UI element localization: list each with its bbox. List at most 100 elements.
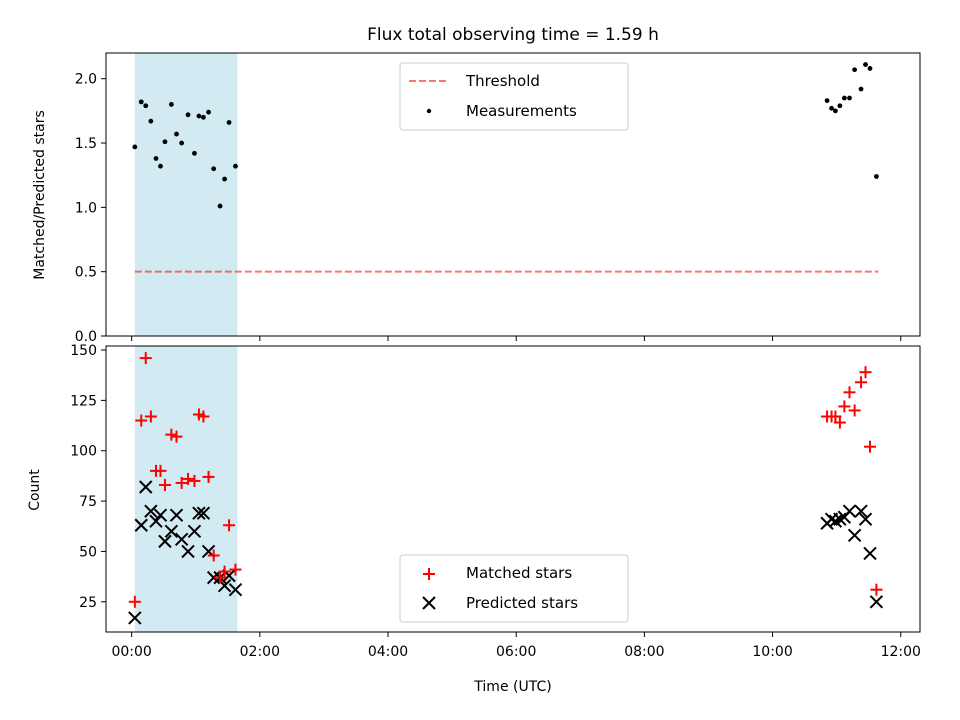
matched-star-point	[128, 595, 141, 608]
predicted-star-point	[174, 532, 189, 547]
bottom-panel: 25 50 75 100 125 150 00:00 02:00 04:00 06:00 08:0…	[27, 343, 921, 695]
x-axis-label: Time (UTC)	[473, 679, 551, 695]
matched-star-point	[139, 352, 152, 365]
predicted-star-point	[847, 528, 862, 543]
measurement-point	[192, 150, 197, 156]
measurement-point	[858, 86, 864, 92]
matched-star-point	[197, 410, 210, 423]
predicted-star-point	[858, 512, 873, 526]
top-legend-box	[399, 62, 629, 131]
matched-star-point	[833, 416, 846, 429]
measurement-point	[824, 98, 830, 103]
predicted-star-point	[153, 508, 168, 522]
top-legend: Threshold Measurements	[399, 62, 629, 131]
bottom-ytick-label: 50	[79, 544, 97, 560]
chart-title: Flux total observing time = 1.59 h	[367, 25, 659, 45]
measurement-point	[158, 163, 163, 169]
matched-star-point	[848, 404, 861, 417]
measurement-point	[222, 176, 227, 182]
matched-star-point	[864, 440, 877, 453]
top-ytick-label: 0.5	[75, 265, 97, 281]
predicted-star-point	[134, 518, 148, 532]
measurement-point	[226, 120, 232, 125]
top-panel: 0.00.51.01.52.0 Matched/Predicted stars …	[32, 52, 921, 345]
matched-star-point	[214, 571, 227, 584]
matched-star-point	[158, 478, 171, 491]
legend-measurements-label: Measurements	[466, 102, 577, 120]
matched-star-point	[165, 428, 178, 441]
matched-star-point	[218, 565, 231, 578]
predicted-star-point	[158, 534, 172, 549]
bottom-legend-box	[399, 554, 629, 623]
predicted-star-point	[206, 570, 221, 585]
bottom-xtick-label: 10:00	[752, 644, 792, 660]
bottom-xtick-label: 04:00	[368, 644, 408, 660]
measurement-point	[168, 102, 174, 107]
bottom-xtick-label: 06:00	[496, 644, 536, 660]
measurement-point	[863, 62, 868, 67]
matched-star-point	[170, 430, 183, 443]
measurement-point	[148, 118, 154, 124]
measurement-point	[867, 66, 873, 71]
legend-matched-swatch	[423, 568, 435, 580]
measurement-point	[847, 95, 852, 101]
bottom-ytick-label: 150	[70, 343, 97, 359]
matched-star-point	[223, 519, 236, 532]
top-ytick-label: 0.0	[75, 329, 97, 345]
measurement-point	[211, 166, 217, 172]
predicted-star-point	[187, 524, 202, 539]
bottom-ylabel: Count	[27, 469, 43, 511]
predicted-star-point	[144, 504, 158, 518]
measurement-point	[201, 114, 206, 120]
predicted-star-point	[828, 514, 843, 528]
predicted-star-point	[863, 546, 877, 561]
matched-star-point	[154, 464, 167, 477]
measurement-point	[217, 203, 223, 209]
top-ylabel: Matched/Predicted stars	[32, 110, 48, 280]
measurement-point	[829, 105, 834, 111]
bottom-ytick-label: 75	[79, 494, 97, 510]
measurement-point	[233, 163, 238, 169]
bottom-xtick-label: 02:00	[240, 644, 280, 660]
matched-star-point	[838, 400, 851, 413]
matched-star-point	[182, 472, 195, 485]
predicted-star-point	[842, 504, 857, 518]
matched-star-point	[135, 414, 148, 427]
legend-predicted-swatch	[422, 596, 436, 610]
predicted-star-point	[869, 595, 884, 609]
predicted-star-point	[228, 582, 243, 597]
matched-star-point	[175, 476, 188, 489]
predicted-star-point	[128, 611, 142, 625]
matched-star-point	[207, 549, 220, 562]
top-ytick-label: 1.0	[75, 200, 97, 216]
measurement-point	[185, 112, 191, 118]
measurement-point	[174, 131, 179, 137]
measurement-point	[179, 140, 185, 146]
predicted-star-point	[854, 504, 868, 518]
measurement-point	[162, 139, 168, 145]
measurement-point	[138, 99, 144, 105]
predicted-star-point	[164, 524, 179, 539]
measurement-point	[143, 103, 149, 109]
bottom-observing-span	[134, 346, 238, 632]
top-ytick-label: 1.5	[75, 136, 97, 152]
predicted-star-point	[833, 512, 847, 526]
predicted-star-point	[181, 544, 195, 559]
bottom-xtick-label: 00:00	[111, 644, 151, 660]
matched-star-point	[829, 410, 842, 423]
predicted-star-point	[139, 480, 153, 494]
matched-star-point	[859, 366, 872, 379]
top-observing-span	[134, 53, 238, 336]
measurement-point	[852, 67, 858, 73]
matched-star-point	[144, 410, 157, 423]
matched-star-point	[855, 376, 868, 389]
bottom-xtick-label: 08:00	[624, 644, 664, 660]
matched-star-point	[202, 470, 215, 483]
matched-star-point	[188, 474, 201, 487]
measurement-point	[153, 156, 159, 161]
predicted-star-point	[196, 506, 211, 520]
legend-predicted-label: Predicted stars	[466, 594, 578, 612]
measurement-point	[196, 113, 202, 119]
matched-star-point	[870, 583, 883, 596]
